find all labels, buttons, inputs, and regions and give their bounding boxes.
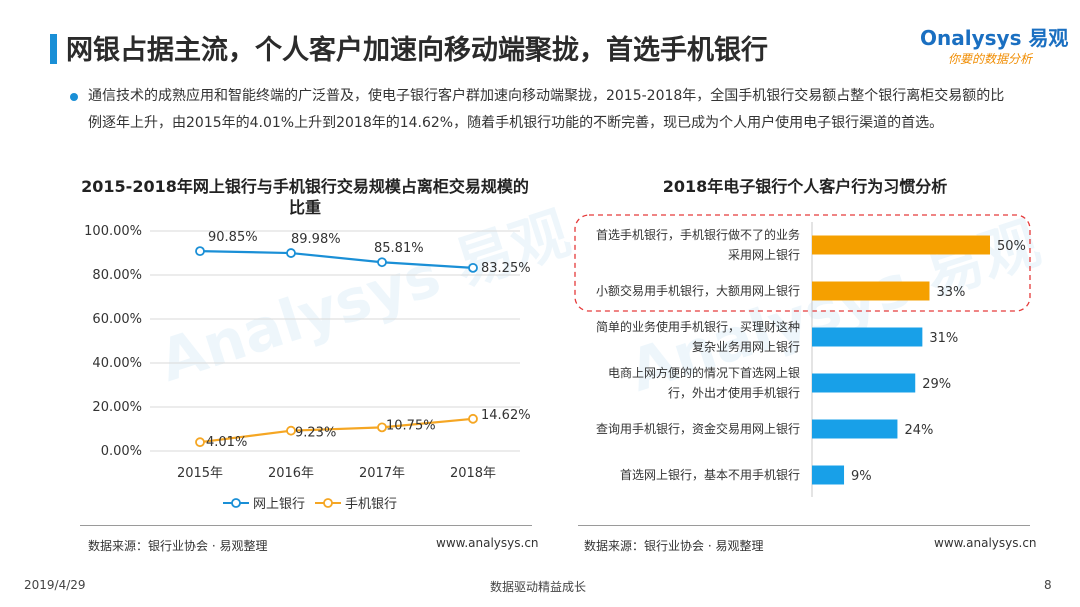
data-label: 90.85% — [208, 230, 258, 245]
bar-value-label: 33% — [936, 285, 965, 300]
bar-category-label: 简单的业务使用手机银行，买理财这种 — [596, 319, 800, 334]
series-line — [199, 250, 474, 269]
y-tick-label: 60.00% — [92, 312, 142, 327]
logo-main-text: Onalysys 易观 — [920, 26, 1069, 50]
bar-category-label: 复杂业务用网上银行 — [692, 339, 800, 354]
series-line — [199, 417, 474, 444]
intro-paragraph: 通信技术的成熟应用和智能终端的广泛普及，使电子银行客户群加速向移动端聚拢，201… — [88, 88, 1005, 131]
logo-sub-text: 你要的数据分析 — [948, 52, 1033, 66]
data-point — [377, 257, 387, 268]
data-label: 10.75% — [386, 418, 436, 433]
bar-value-label: 24% — [904, 423, 933, 438]
bar — [812, 281, 930, 301]
bar-category-label: 首选网上银行，基本不用手机银行 — [620, 468, 800, 482]
data-point — [468, 413, 478, 424]
data-label: 89.98% — [291, 232, 341, 247]
data-point — [377, 422, 387, 433]
bullet-icon — [70, 93, 78, 101]
y-tick-label: 40.00% — [92, 356, 142, 371]
legend-marker — [323, 498, 333, 508]
data-label: 83.25% — [481, 261, 531, 276]
left-url: www.analysys.cn — [436, 536, 539, 550]
y-tick-label: 0.00% — [101, 444, 142, 459]
slide-slogan: 数据驱动精益成长 — [490, 580, 587, 594]
bar-value-label: 9% — [851, 469, 872, 484]
x-tick-label: 2018年 — [450, 466, 496, 481]
bar-category-label: 行，外出才使用手机银行 — [668, 385, 800, 400]
bar-category-label: 首选手机银行，手机银行做不了的业务 — [596, 227, 800, 242]
data-point — [195, 246, 205, 257]
data-point — [195, 437, 205, 448]
bar-value-label: 31% — [929, 331, 958, 346]
data-point — [468, 262, 478, 273]
title-accent-bar — [50, 34, 57, 64]
x-tick-label: 2016年 — [268, 466, 314, 481]
x-tick-label: 2017年 — [359, 466, 405, 481]
bar-category-label: 小额交易用手机银行，大额用网上银行 — [596, 283, 800, 298]
page-number: 8 — [1044, 578, 1052, 592]
legend-label: 网上银行 — [253, 497, 305, 512]
line-chart-title: 2015-2018年网上银行与手机银行交易规模占离柜交易规模的比重 — [81, 177, 529, 217]
highlight-box — [574, 214, 1031, 312]
bar — [812, 465, 845, 485]
bar — [812, 373, 916, 393]
data-label: 9.23% — [295, 426, 336, 441]
brand-logo: Onalysys 易观 你要的数据分析 — [920, 22, 1068, 72]
right-source: 数据来源：银行业协会 · 易观整理 — [584, 539, 764, 553]
bar-category-label: 采用网上银行 — [728, 248, 800, 262]
data-point — [286, 425, 296, 436]
slide-title: 网银占据主流，个人客户加速向移动端聚拢，首选手机银行 — [66, 35, 768, 66]
y-tick-label: 100.00% — [84, 224, 142, 239]
data-label: 14.62% — [481, 408, 531, 423]
bar — [812, 235, 990, 255]
bar-chart-title: 2018年电子银行个人客户行为习惯分析 — [662, 177, 948, 196]
y-tick-label: 80.00% — [92, 268, 142, 283]
legend-marker — [231, 498, 241, 508]
bar — [812, 327, 923, 347]
left-source: 数据来源：银行业协会 · 易观整理 — [88, 539, 268, 553]
right-url: www.analysys.cn — [934, 536, 1037, 550]
data-label: 4.01% — [206, 435, 247, 450]
bar-category-label: 查询用手机银行，资金交易用网上银行 — [596, 421, 800, 436]
bar-category-label: 电商上网方便的的情况下首选网上银 — [608, 365, 800, 380]
bar-value-label: 29% — [922, 377, 951, 392]
bar — [812, 419, 898, 439]
y-tick-label: 20.00% — [92, 400, 142, 415]
slide-date: 2019/4/29 — [24, 578, 86, 592]
left-footer-divider — [80, 525, 532, 526]
x-tick-label: 2015年 — [177, 466, 223, 481]
data-point — [286, 248, 296, 258]
legend-label: 手机银行 — [345, 497, 397, 512]
right-footer-divider — [578, 525, 1030, 526]
data-label: 85.81% — [374, 241, 424, 256]
bar-value-label: 50% — [997, 239, 1026, 254]
